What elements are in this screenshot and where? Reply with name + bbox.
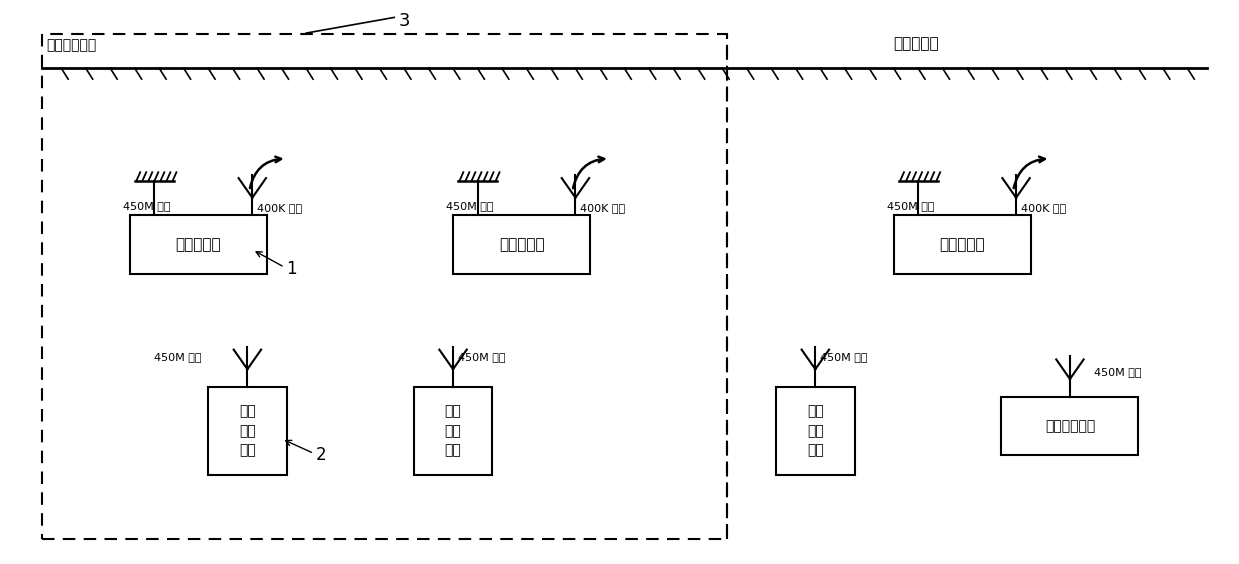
Text: 区间转发台: 区间转发台 bbox=[499, 237, 544, 252]
Text: 450M 天线: 450M 天线 bbox=[446, 201, 493, 210]
Text: 电力接触网: 电力接触网 bbox=[893, 36, 939, 51]
Text: 400K 天线: 400K 天线 bbox=[580, 202, 626, 213]
Text: 2: 2 bbox=[316, 447, 327, 465]
Text: 弱场隐道区间: 弱场隐道区间 bbox=[47, 38, 97, 52]
Text: 450M 天线: 450M 天线 bbox=[887, 201, 934, 210]
Bar bbox=[130, 215, 266, 274]
Text: 移动
通信
终端: 移动 通信 终端 bbox=[807, 404, 824, 457]
Text: 400K 天线: 400K 天线 bbox=[258, 202, 302, 213]
Bar bbox=[776, 387, 855, 475]
Bar bbox=[42, 34, 727, 539]
Text: 区间转发台: 区间转发台 bbox=[176, 237, 222, 252]
Text: 1: 1 bbox=[286, 260, 297, 278]
Text: 固定通信终端: 固定通信终端 bbox=[1044, 419, 1095, 433]
Text: 区间转发台: 区间转发台 bbox=[939, 237, 985, 252]
Bar bbox=[414, 387, 492, 475]
Text: 400K 天线: 400K 天线 bbox=[1021, 202, 1066, 213]
Bar bbox=[1001, 396, 1139, 456]
Text: 450M 天线: 450M 天线 bbox=[155, 352, 202, 363]
Bar bbox=[893, 215, 1031, 274]
Text: 450M 天线: 450M 天线 bbox=[820, 352, 867, 363]
Bar bbox=[208, 387, 286, 475]
Text: 450M 天线: 450M 天线 bbox=[1094, 367, 1142, 377]
Text: 3: 3 bbox=[398, 11, 410, 29]
Bar bbox=[453, 215, 590, 274]
Text: 移动
通信
终端: 移动 通信 终端 bbox=[239, 404, 255, 457]
Text: 450M 天线: 450M 天线 bbox=[123, 201, 171, 210]
Text: 450M 天线: 450M 天线 bbox=[458, 352, 506, 363]
Text: 移动
通信
终端: 移动 通信 终端 bbox=[445, 404, 461, 457]
